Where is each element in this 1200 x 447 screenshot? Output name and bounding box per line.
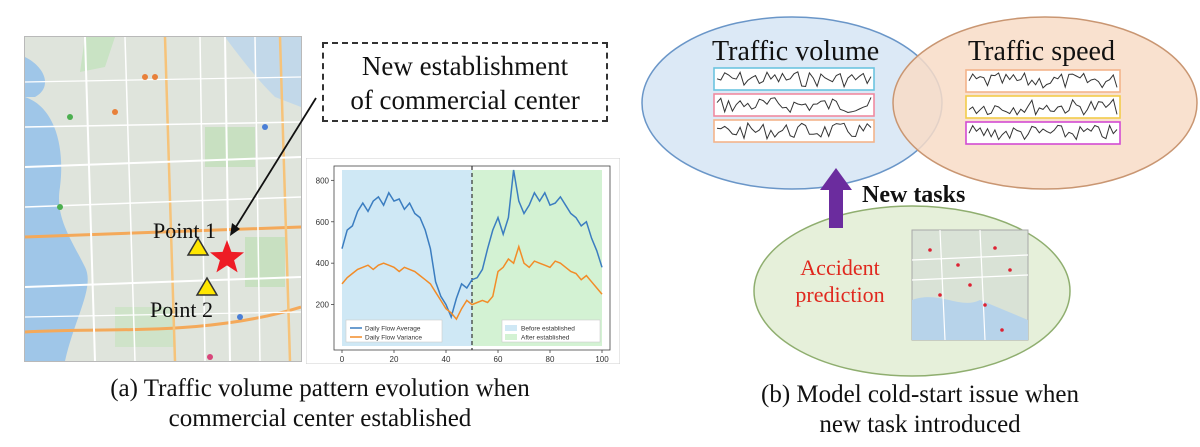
point1-label: Point 1 bbox=[153, 218, 216, 243]
x-tick-label: 80 bbox=[546, 355, 555, 364]
legend-right-label: Before established bbox=[521, 326, 575, 333]
callout-arrow-icon bbox=[230, 97, 317, 236]
callout-line1: New establishment bbox=[361, 51, 569, 81]
x-tick-label: 60 bbox=[494, 355, 503, 364]
commercial-center-star-icon bbox=[210, 240, 244, 273]
map-graphic bbox=[25, 37, 301, 361]
point1-triangle-icon bbox=[186, 236, 210, 256]
x-tick-label: 20 bbox=[390, 355, 399, 364]
series-line-1 bbox=[341, 244, 603, 321]
callout-line2: of commercial center bbox=[350, 85, 580, 115]
legend-right-label: After established bbox=[521, 335, 570, 342]
accident-label: Accident prediction bbox=[790, 254, 890, 308]
volume-spark-2-line bbox=[716, 97, 872, 114]
map-markers bbox=[186, 236, 244, 296]
volume-title: Traffic volume bbox=[712, 36, 880, 67]
legend-right-box bbox=[501, 319, 601, 343]
legend-left-label: Daily Flow Average bbox=[365, 326, 421, 333]
panel-a: Point 1 Point 2 New establishment of com… bbox=[20, 36, 620, 434]
y-tick-label: 200 bbox=[316, 301, 330, 310]
x-tick-label: 100 bbox=[595, 355, 609, 364]
before-shade bbox=[342, 170, 472, 346]
speed-spark-1-line bbox=[968, 71, 1118, 89]
x-tick-label: 40 bbox=[442, 355, 451, 364]
venn-diagram bbox=[641, 16, 1198, 377]
speed-spark-2-line bbox=[968, 98, 1118, 116]
flow-chart: 0 20 40 60 80 100 200 400 600 800 Daily Flow Aver… bbox=[306, 158, 620, 364]
panel-b: Traffic volume Traffic speed New tasks A… bbox=[640, 0, 1200, 447]
accident-line2: prediction bbox=[795, 282, 885, 307]
x-tick-label: 0 bbox=[340, 355, 345, 364]
legend-patch-swatch bbox=[505, 325, 517, 331]
speed-spark-3-line bbox=[968, 124, 1118, 141]
accident-map bbox=[911, 229, 1029, 341]
speed-spark-3-frame bbox=[965, 121, 1121, 145]
point2-label: Point 2 bbox=[150, 297, 213, 322]
new-tasks-label: New tasks bbox=[862, 182, 966, 208]
point2-triangle-icon bbox=[195, 276, 219, 296]
new-task-arrow-shaft bbox=[829, 188, 843, 228]
y-tick-label: 800 bbox=[316, 176, 330, 185]
callout-box: New establishment of commercial center bbox=[322, 42, 608, 122]
caption-b-line2: new task introduced bbox=[819, 411, 1021, 438]
y-tick-label: 600 bbox=[316, 218, 330, 227]
volume-spark-1-frame bbox=[713, 67, 875, 91]
volume-spark-3-line bbox=[716, 121, 872, 141]
volume-spark-3-frame bbox=[713, 119, 875, 143]
caption-b: (b) Model cold-start issue when new task… bbox=[660, 380, 1180, 440]
new-task-arrow-icon bbox=[820, 168, 852, 190]
legend-left-box bbox=[345, 319, 443, 343]
speed-title: Traffic speed bbox=[968, 36, 1115, 67]
volume-spark-2-frame bbox=[713, 93, 875, 117]
caption-b-line1: (b) Model cold-start issue when bbox=[761, 381, 1079, 408]
series-line-0 bbox=[341, 169, 603, 320]
speed-spark-2-frame bbox=[965, 95, 1121, 119]
accident-line1: Accident bbox=[800, 255, 880, 280]
legend-patch-swatch bbox=[505, 334, 517, 340]
caption-a-line1: (a) Traffic volume pattern evolution whe… bbox=[110, 375, 530, 402]
caption-a: (a) Traffic volume pattern evolution whe… bbox=[20, 374, 620, 434]
after-shade bbox=[472, 170, 602, 346]
y-tick-label: 400 bbox=[316, 259, 330, 268]
legend-left-label: Daily Flow Variance bbox=[365, 335, 422, 342]
volume-spark-1-line bbox=[716, 71, 872, 89]
caption-a-line2: commercial center established bbox=[168, 405, 472, 432]
city-map bbox=[24, 36, 302, 362]
